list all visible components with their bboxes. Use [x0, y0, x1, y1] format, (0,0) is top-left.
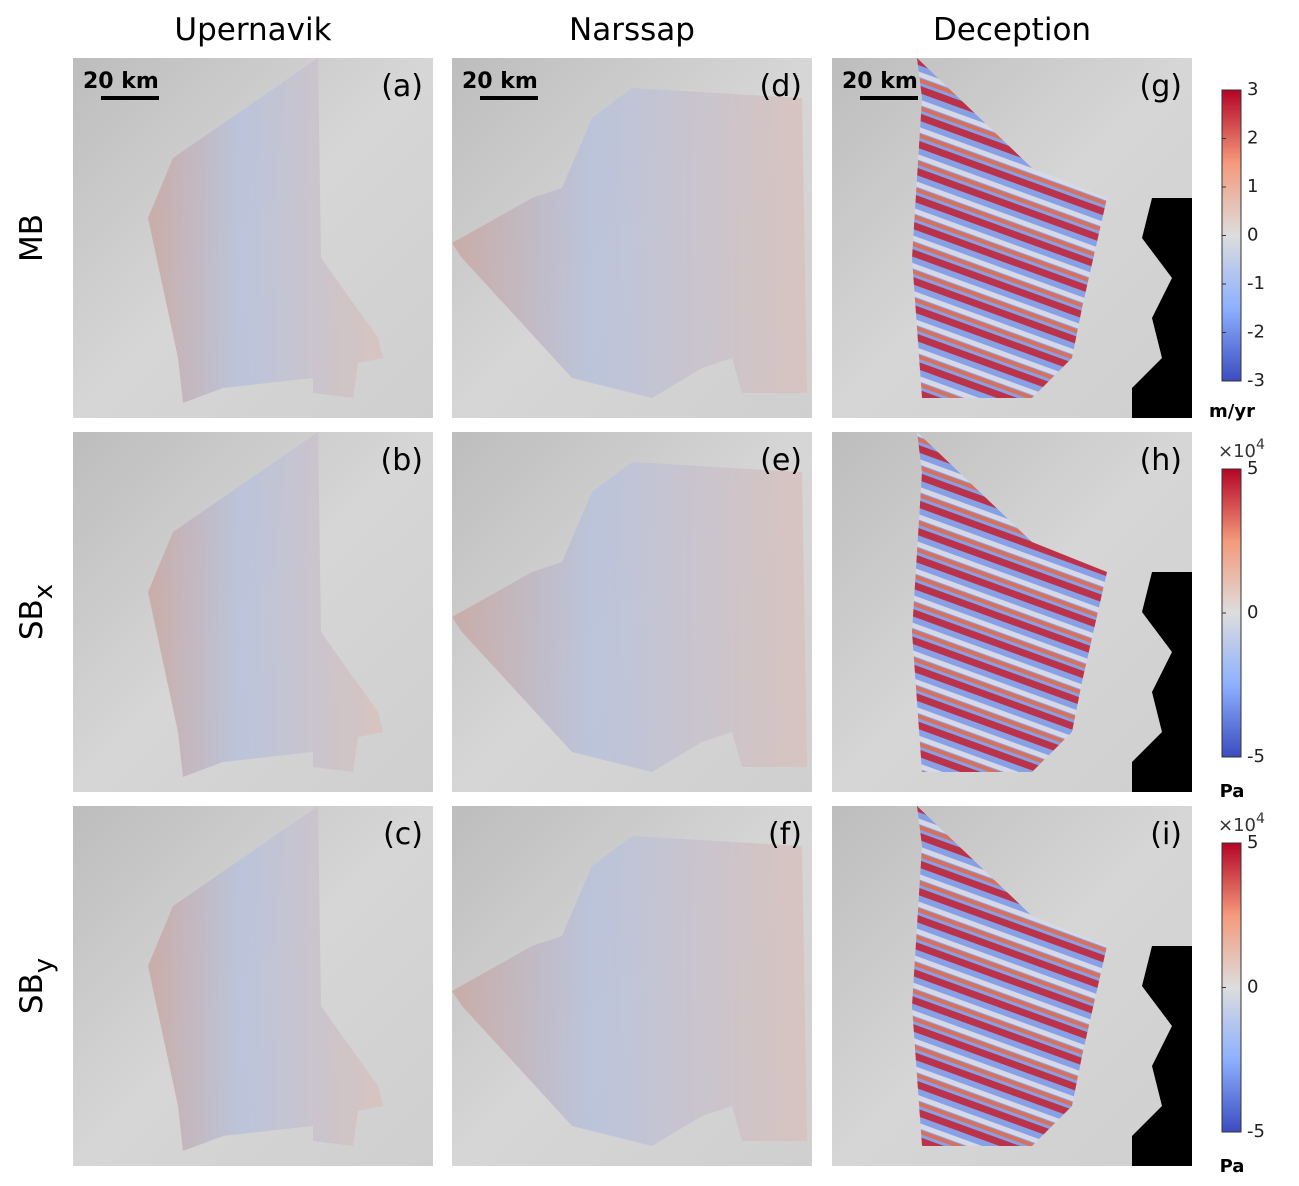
- ocean-mask: [1132, 572, 1192, 792]
- colorbar-tick-label: -1: [1247, 273, 1265, 294]
- scale-bar: [860, 96, 918, 100]
- panel-letter: (a): [381, 69, 423, 104]
- row-label-main: SB: [14, 973, 50, 1014]
- row-label-main: MB: [14, 214, 50, 262]
- panel-letter: (c): [383, 817, 423, 852]
- column-title: Upernavik: [174, 12, 331, 48]
- labels: Upernavik (a) 20 km (b) (c) Narssap (d) 20 km (e…: [14, 12, 1265, 1177]
- panel-grid: [73, 58, 1192, 1166]
- multiplier-base: ×10: [1218, 815, 1256, 836]
- field-overlay: [912, 58, 1107, 398]
- field-overlay: [148, 432, 383, 777]
- scale-bar-label: 20 km: [462, 69, 538, 94]
- field-overlay: [452, 88, 807, 398]
- row-label-sub: y: [29, 958, 59, 973]
- multiplier-exponent: 4: [1256, 437, 1265, 453]
- multiplier-base: ×10: [1218, 441, 1256, 462]
- scale-bar-label: 20 km: [842, 69, 918, 94]
- column-title: Deception: [933, 12, 1091, 48]
- panel-letter: (i): [1150, 817, 1182, 852]
- multiplier-exponent: 4: [1256, 811, 1265, 827]
- colorbar-tick-label: 5: [1247, 458, 1258, 479]
- colorbar-tick-label: 0: [1247, 977, 1258, 998]
- colorbar-unit: m/yr: [1209, 401, 1255, 422]
- scale-bar-label: 20 km: [83, 69, 159, 94]
- row-label: MB: [14, 214, 50, 262]
- colorbar-tick-label: 5: [1247, 832, 1258, 853]
- field-overlay: [912, 806, 1107, 1146]
- field-overlay: [148, 806, 383, 1151]
- colorbar-unit: Pa: [1220, 1156, 1245, 1177]
- colorbar-tick-label: 1: [1247, 176, 1258, 197]
- colorbar-multiplier: ×104: [1218, 437, 1265, 462]
- scale-bar: [480, 96, 538, 100]
- panel-letter: (d): [760, 69, 802, 104]
- panel-letter: (b): [381, 443, 423, 478]
- column-title: Narssap: [569, 12, 695, 48]
- ocean-mask: [1132, 946, 1192, 1166]
- colorbar-multiplier: ×104: [1218, 811, 1265, 836]
- panel-letter: (e): [760, 443, 802, 478]
- row-label: SBx: [14, 584, 59, 640]
- colorbar-tick-label: -5: [1247, 1121, 1265, 1142]
- row-label-main: SB: [14, 599, 50, 640]
- colorbar-tick-label: 0: [1247, 602, 1258, 623]
- colorbar-tick-label: -2: [1247, 322, 1265, 343]
- panel-letter: (f): [768, 817, 802, 852]
- scale-bar: [101, 96, 159, 100]
- ocean-mask: [1132, 198, 1192, 418]
- colorbar-unit: Pa: [1220, 781, 1245, 802]
- row-label-sub: x: [29, 584, 59, 599]
- panel-letter: (h): [1140, 443, 1182, 478]
- field-overlay: [912, 432, 1107, 772]
- field-overlay: [148, 58, 383, 403]
- field-overlay: [452, 836, 807, 1146]
- field-overlay: [452, 462, 807, 772]
- colorbar-tick-label: 3: [1247, 79, 1258, 100]
- colorbar-tick-label: -3: [1247, 370, 1265, 391]
- panel-letter: (g): [1140, 69, 1182, 104]
- colorbar-tick-label: -5: [1247, 746, 1265, 767]
- row-label: SBy: [14, 958, 59, 1014]
- colorbar-tick-label: 2: [1247, 128, 1258, 149]
- colorbar-tick-label: 0: [1247, 225, 1258, 246]
